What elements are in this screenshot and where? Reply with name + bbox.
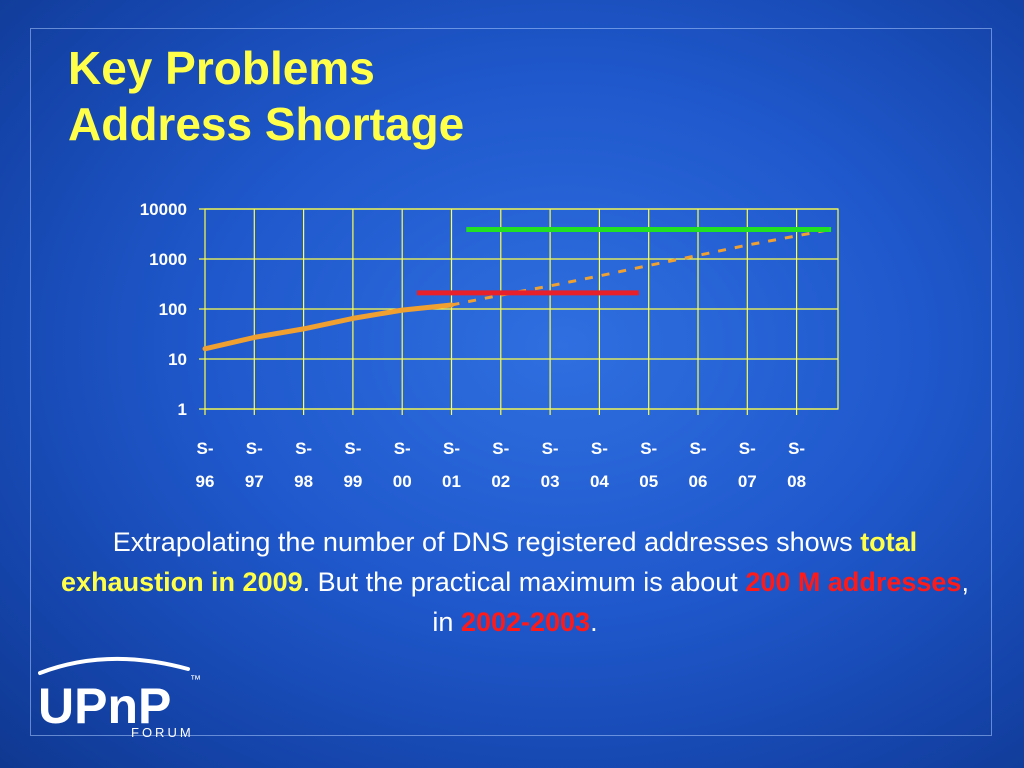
caption-part-1: Extrapolating the number of DNS register… [112,527,861,557]
slide-frame [30,28,992,736]
data-point [251,334,257,340]
caption-exhaustion-highlight: total exhaustion in 2009 [61,527,918,597]
x-tick-label: 98 [294,472,313,491]
x-tick-label: S- [690,439,707,458]
x-tick-label: 99 [343,472,362,491]
data-point [301,326,307,332]
caption-max-addresses-highlight: 200 M addresses [745,567,962,597]
caption-part-4: . [590,607,598,637]
x-tick-label: 04 [590,472,609,491]
chart-series [202,227,832,352]
logo-trademark: ™ [190,674,201,686]
x-tick-label: 97 [245,472,264,491]
chart-axes: 1 10 100 1000 10000 S- 96 S- 97 S- 98 S- 99 S- 00 S- 01 S… [140,200,806,491]
x-tick-label: S- [197,439,214,458]
logo-forum-label: FORUM [131,725,194,740]
x-tick-label: S- [394,439,411,458]
x-tick-label: S- [640,439,657,458]
x-tick-label: S- [788,439,805,458]
x-tick-label: S- [246,439,263,458]
logo-arc [38,656,190,675]
x-tick-label: 96 [196,472,215,491]
x-tick-label: S- [344,439,361,458]
caption-years-highlight: 2002-2003 [460,607,591,637]
upnp-forum-logo: UPnP ™ FORUM [38,656,201,740]
x-tick-label: S- [443,439,460,458]
caption-part-2: . But the practical maximum is about [302,567,746,597]
x-tick-label: 07 [738,472,757,491]
caption-text: Extrapolating the number of DNS register… [60,522,970,642]
logo-wordmark: UPnP [38,678,171,734]
x-tick-label: 05 [639,472,658,491]
y-tick-label: 1000 [149,250,187,269]
x-tick-label: 08 [787,472,806,491]
x-tick-label: S- [542,439,559,458]
data-point [202,346,208,352]
x-tick-label: 01 [442,472,461,491]
x-tick-label: 06 [689,472,708,491]
x-tick-label: S- [295,439,312,458]
y-tick-label: 100 [159,300,187,319]
actual-data-line [204,302,452,352]
data-point [399,307,405,313]
y-tick-label: 1 [178,400,187,419]
caption-part-3: , in [432,567,969,637]
data-point [350,315,356,321]
chart-grid [204,208,839,410]
y-tick-label: 10 [168,350,187,369]
slide-title: Key Problems Address Shortage [68,40,464,152]
chart-reference-lines [416,226,832,296]
x-tick-label: 03 [541,472,560,491]
x-tick-label: S- [591,439,608,458]
title-line-1: Key Problems [68,42,375,94]
x-tick-label: 02 [491,472,510,491]
x-tick-label: S- [492,439,509,458]
title-line-2: Address Shortage [68,98,465,150]
y-tick-label: 10000 [140,200,187,219]
x-tick-label: 00 [393,472,412,491]
x-tick-label: S- [739,439,756,458]
